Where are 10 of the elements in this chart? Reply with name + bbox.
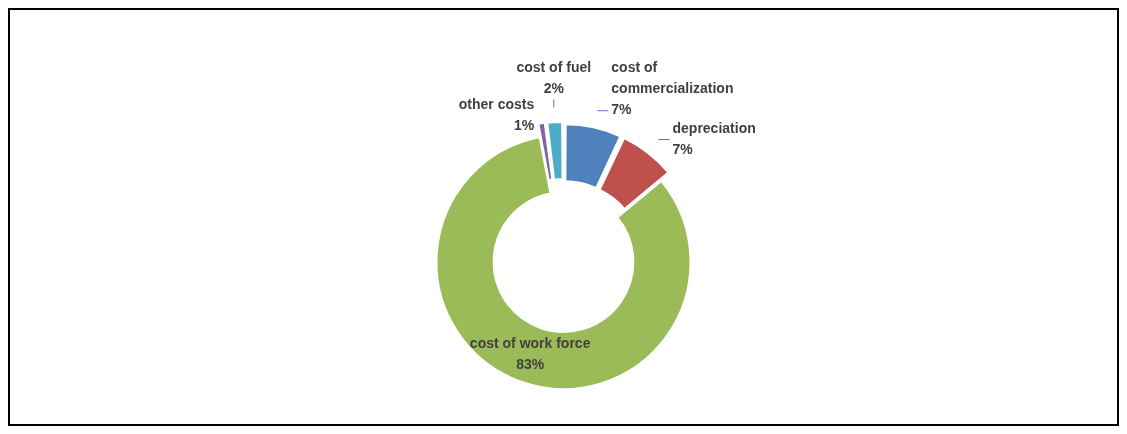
slice-label: cost of work force: [469, 334, 591, 351]
data-label: 2%: [543, 79, 565, 96]
data-label: 7%: [672, 140, 694, 157]
data-label: 83%: [516, 355, 545, 372]
data-label: 1%: [514, 117, 535, 134]
slice-label: depreciation: [672, 119, 756, 136]
data-label: 7%: [611, 101, 633, 118]
slice-label: cost of commercialization: [611, 59, 734, 97]
slice-label: other costs: [458, 96, 535, 113]
slice-label: cost of fuel: [516, 58, 592, 75]
